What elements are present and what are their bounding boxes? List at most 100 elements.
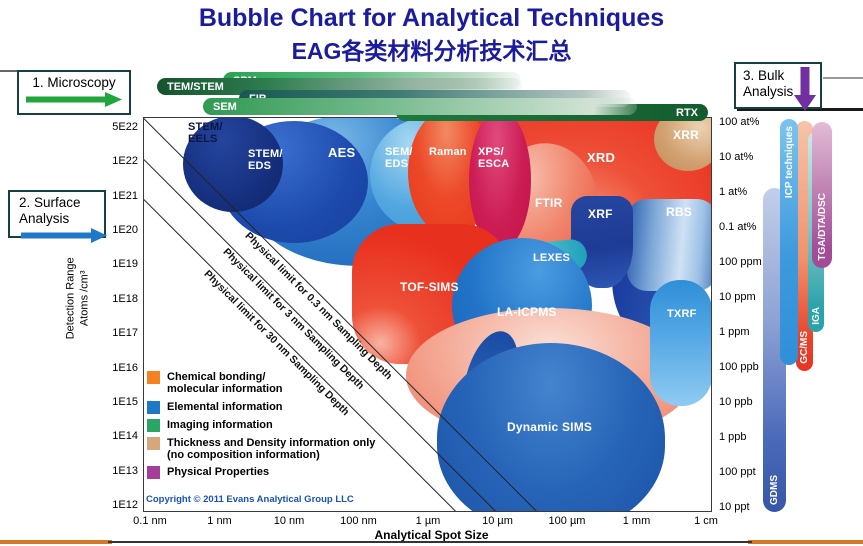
bulk-bar-label-iga: IGA <box>810 307 822 325</box>
bubble-label-dynamic-sims: Dynamic SIMS <box>507 420 592 434</box>
legend: Chemical bonding/molecular information El… <box>147 371 375 480</box>
bulk-label-line1: 3. Bulk <box>743 68 785 83</box>
bubble-label-la-icpms: LA-ICPMS <box>497 305 557 319</box>
microscopy-annotation-box: 1. Microscopy <box>17 70 131 115</box>
legend-item: Imaging information <box>147 418 375 432</box>
bubble-label-line: EDS <box>248 160 272 173</box>
legend-text-line: Thickness and Density information only <box>167 436 376 449</box>
bubble-label-tof-sims: TOF-SIMS <box>400 280 459 294</box>
y-axis-tick-left: 1E17 <box>112 327 138 340</box>
divider-line-bulk-right <box>823 77 863 79</box>
y-axis-tick-left: 1E21 <box>112 189 138 202</box>
surface-label-line1: 2. Surface <box>19 195 81 210</box>
y-axis-tick-left: 1E16 <box>112 361 138 374</box>
legend-text-line: Chemical bonding/ <box>167 371 266 383</box>
y-axis-tick-right: 10 ppm <box>719 291 756 303</box>
bubble-label-line: XRF <box>588 207 613 221</box>
bubble-label-raman: Raman <box>429 146 467 158</box>
bulk-annotation-box: 3. Bulk Analysis <box>734 62 822 111</box>
y-axis-tick-right: 0.1 at% <box>719 221 757 233</box>
x-axis-title: Analytical Spot Size <box>374 528 489 542</box>
legend-swatch <box>147 418 160 432</box>
y-axis-tick-left: 1E12 <box>112 498 138 511</box>
y-axis-tick-right: 100 at% <box>719 116 760 128</box>
x-axis-tick: 100 nm <box>340 515 377 527</box>
bubble-label-line: SEM/ <box>385 146 413 158</box>
legend-item: Physical Properties <box>147 466 375 480</box>
x-axis-tick: 10 µm <box>482 515 513 527</box>
footer-divider-line <box>108 541 752 543</box>
bulk-bar-label-icp: ICP techniques <box>783 126 795 199</box>
legend-text: Thickness and Density information only (n… <box>167 437 375 462</box>
legend-text: Imaging information <box>167 419 273 431</box>
y-axis-tick-left: 1E20 <box>112 224 138 237</box>
legend-text-line: (no composition information) <box>167 448 320 461</box>
legend-swatch <box>147 466 160 480</box>
x-axis-tick: 1 µm <box>415 515 441 527</box>
legend-text: Physical Properties <box>167 466 269 478</box>
y-axis-tick-right: 10 ppt <box>719 501 750 513</box>
bubble-label-line: LEXES <box>533 252 571 264</box>
legend-item: Elemental information <box>147 400 375 414</box>
microscopy-label: 1. Microscopy <box>32 75 116 90</box>
surface-label-line2: Analysis <box>19 211 70 226</box>
copyright-text: Copyright © 2011 Evans Analytical Group … <box>146 494 354 505</box>
y-axis-tick-left: 1E22 <box>112 155 138 168</box>
x-axis-tick: 10 nm <box>273 515 305 527</box>
legend-text-line: molecular information <box>167 383 283 396</box>
bulk-label-line2: Analysis <box>743 84 794 99</box>
bubble-label-line: STEM/ <box>188 121 223 133</box>
bubble-label-line: TOF-SIMS <box>400 280 459 294</box>
bubble-label-ftir: FTIR <box>535 196 562 210</box>
bubble-label-line: XRD <box>587 150 616 165</box>
y-axis-tick-left: 1E15 <box>112 395 138 408</box>
bubble-label-stem-eels: STEM/EELS <box>188 121 223 146</box>
bubble-label-xps-esca: XPS/ESCA <box>478 146 509 171</box>
y-axis-tick-right: 100 ppm <box>719 256 762 268</box>
divider-line-bulk-under <box>737 108 863 111</box>
microscopy-bar-label-rtx: RTX <box>676 106 698 119</box>
bubble-label-txrf: TXRF <box>667 308 697 320</box>
legend-swatch <box>147 400 160 414</box>
y-axis-tick-left: 1E19 <box>112 258 138 271</box>
legend-text: Elemental information <box>167 401 283 413</box>
bubble-label-line: RBS <box>666 205 692 219</box>
x-axis-tick: 1 nm <box>207 515 232 527</box>
bubble-label-line: Raman <box>429 146 467 158</box>
y-axis-tick-right: 10 at% <box>719 151 754 163</box>
bubble-label-line: XRR <box>673 128 699 142</box>
footer-accent-bar-left <box>0 540 112 544</box>
bubble-rbs <box>627 199 711 291</box>
x-axis-tick: 0.1 nm <box>133 515 167 527</box>
y-axis-tick-right: 100 ppt <box>719 466 756 478</box>
bubble-label-line: EDS <box>385 158 409 171</box>
page-title: Bubble Chart for Analytical Techniques <box>198 4 665 32</box>
x-axis-tick: 1 mm <box>622 515 651 527</box>
microscopy-bar-sem: SEM <box>203 98 637 115</box>
legend-item: Thickness and Density information only (n… <box>147 436 375 462</box>
bubble-label-line: TXRF <box>667 308 697 320</box>
bubble-label-line: ESCA <box>478 158 510 171</box>
bubble-label-aes: AES <box>328 145 356 161</box>
bubble-label-line: EELS <box>188 133 218 146</box>
microscopy-bar-label-tem-stem: TEM/STEM <box>167 80 224 93</box>
bubble-label-lexes: LEXES <box>533 252 570 264</box>
plot-area: XRD XRR RBS FTIR XRF AES SEM/EDS STEM/EDS STEM/E… <box>143 117 712 512</box>
bubble-label-line: XPS/ <box>478 146 504 158</box>
bubble-label-line: STEM/ <box>248 148 283 160</box>
y-axis-tick-right: 1 ppm <box>719 326 750 338</box>
y-axis-tick-left: 1E14 <box>112 430 138 443</box>
legend-text-line: Imaging information <box>167 418 273 431</box>
bubble-label-rbs: RBS <box>666 205 692 219</box>
legend-text-line: Elemental information <box>167 400 283 413</box>
bulk-bar-label-gdms: GDMS <box>769 475 780 505</box>
legend-text-line: Physical Properties <box>167 466 270 479</box>
green-right-arrow-icon <box>26 92 122 107</box>
bulk-bar-label-tga: TGA/DTA/DSC <box>816 193 828 261</box>
bubble-label-xrd: XRD <box>587 150 616 166</box>
y-axis-tick-left: 1E13 <box>112 464 138 477</box>
microscopy-bar-label-sem: SEM <box>213 100 237 113</box>
bubble-label-line: AES <box>328 145 356 160</box>
legend-text: Chemical bonding/molecular information <box>167 371 283 396</box>
